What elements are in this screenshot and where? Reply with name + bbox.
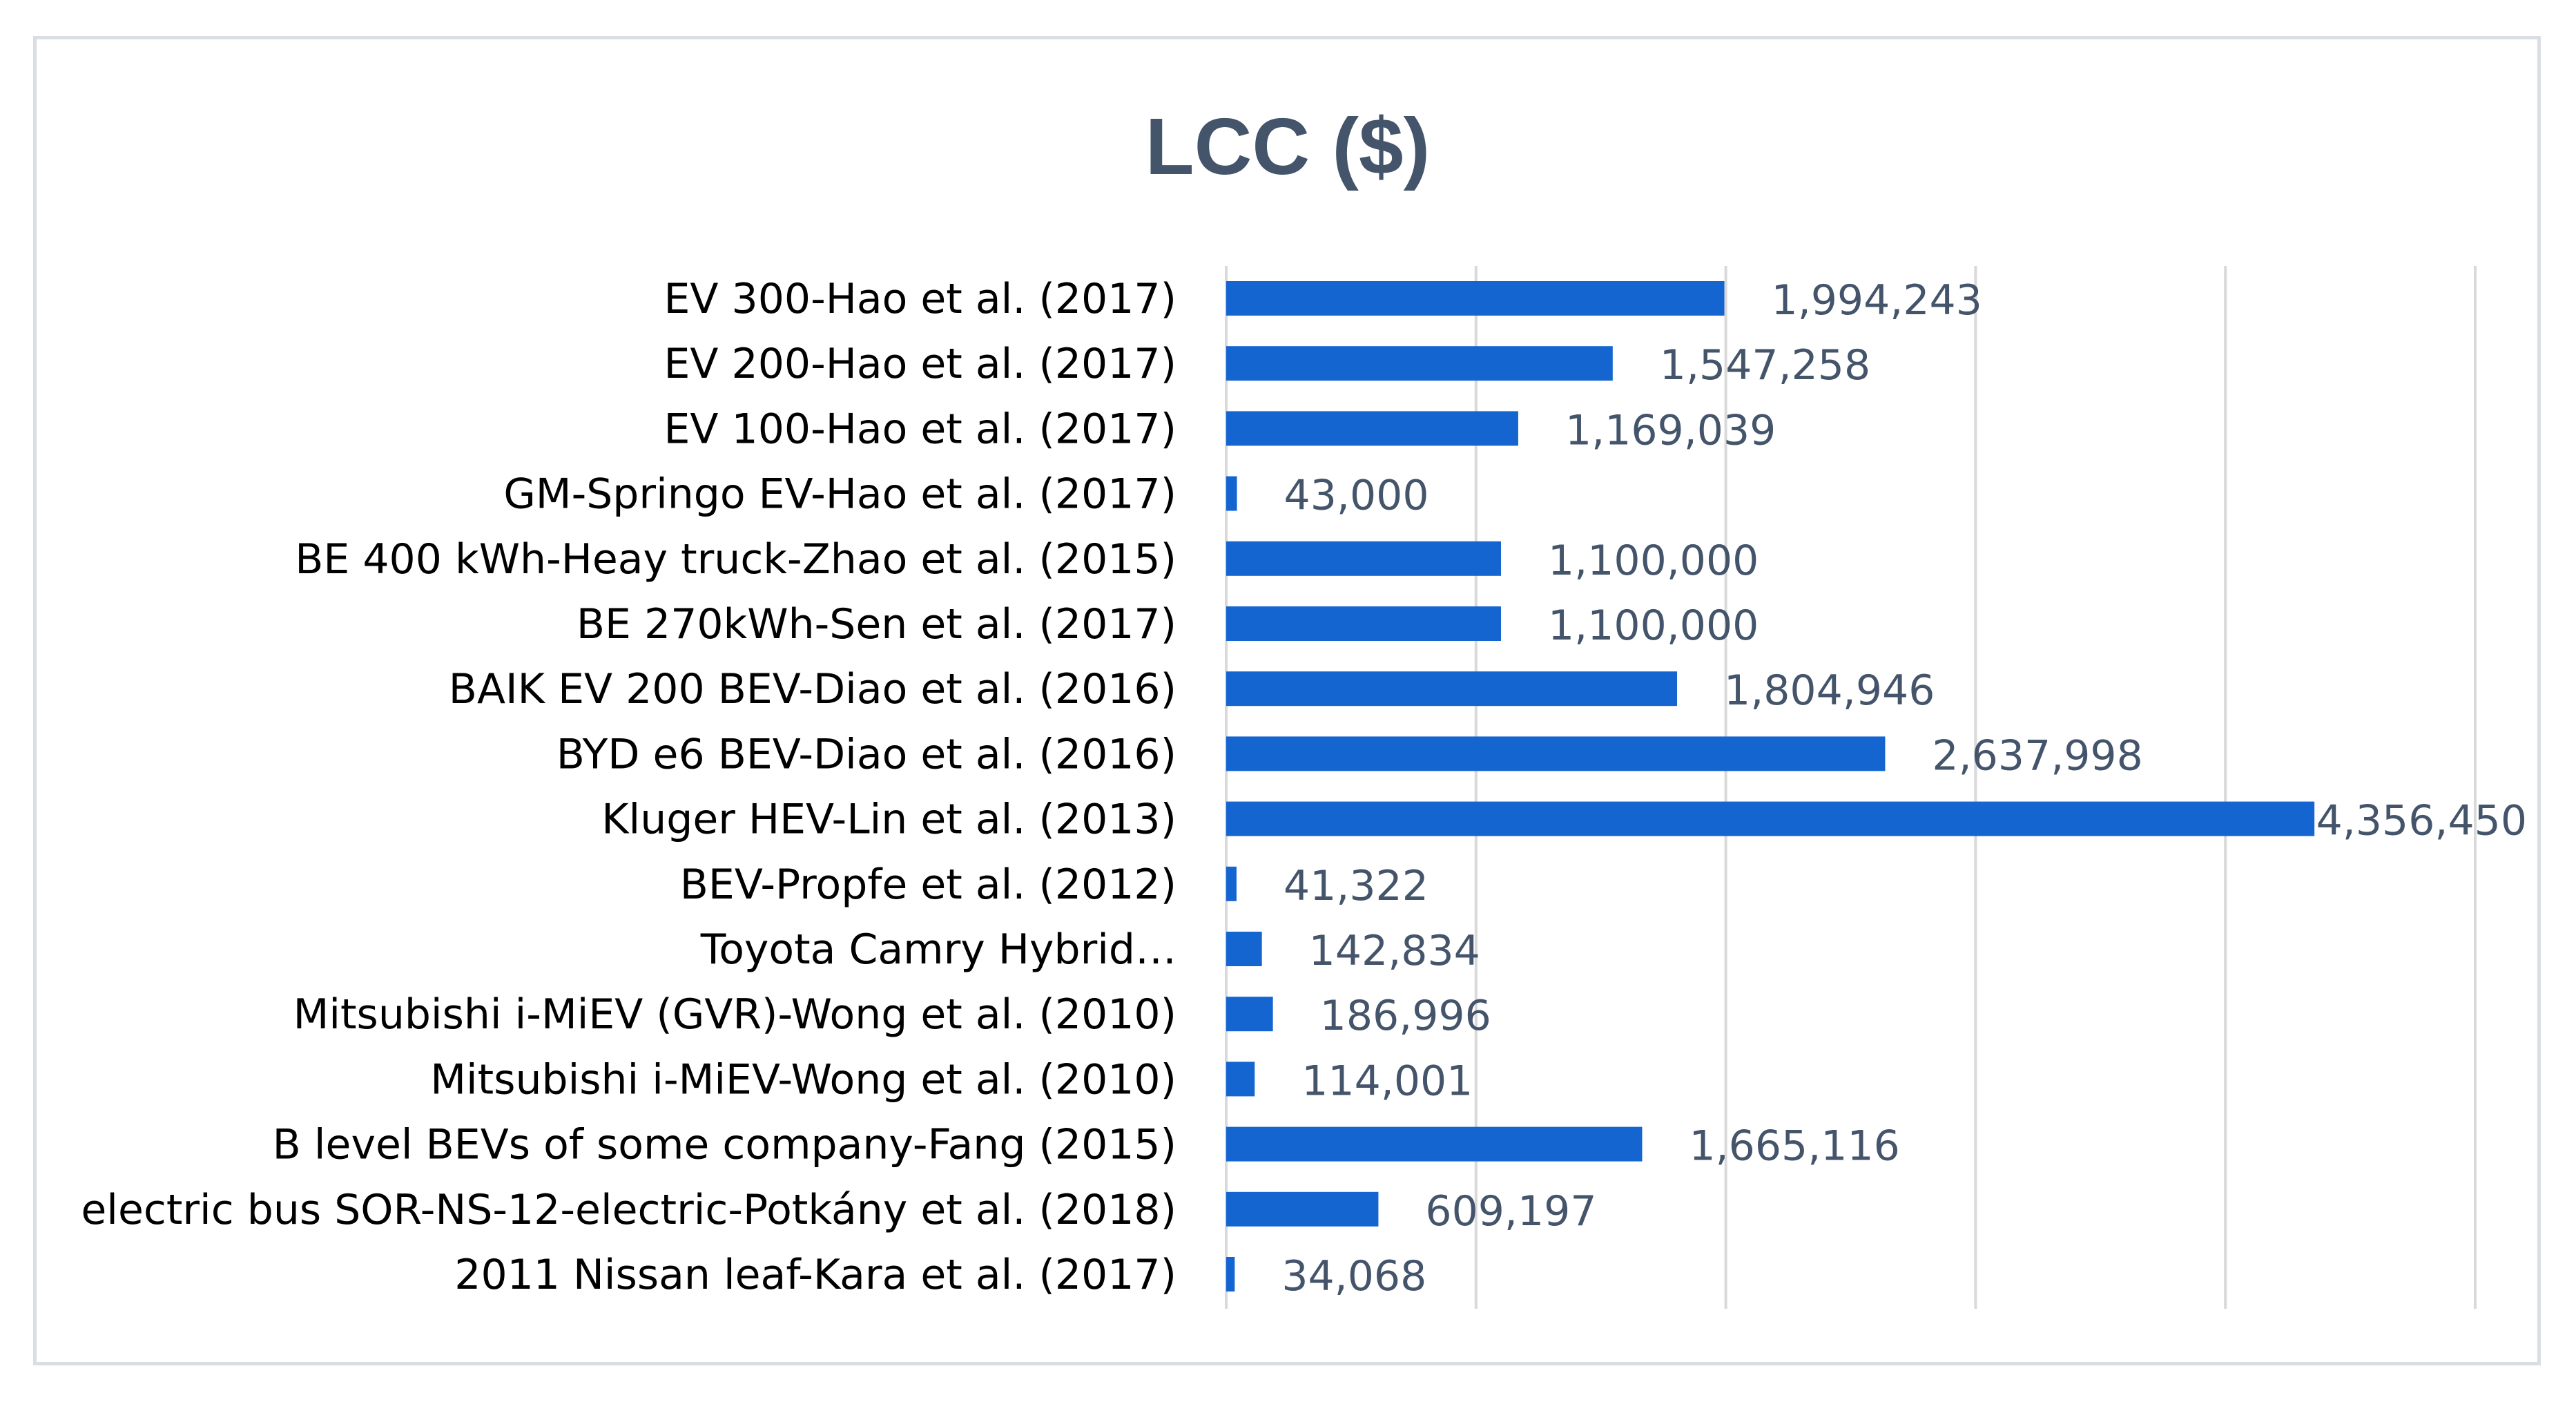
bar (1226, 1257, 1235, 1291)
category-label: BAIK EV 200 BEV-Diao et al. (2016) (449, 665, 1176, 713)
bar (1226, 932, 1262, 966)
data-label: 1,665,116 (1689, 1122, 1899, 1171)
category-label: GM-Springo EV-Hao et al. (2017) (503, 470, 1176, 519)
data-label: 41,322 (1284, 862, 1429, 910)
bar (1226, 801, 2315, 836)
category-label: BEV-Propfe et al. (2012) (680, 861, 1176, 909)
bar (1226, 541, 1501, 576)
data-label: 1,994,243 (1772, 276, 1982, 325)
data-label: 43,000 (1284, 472, 1429, 520)
bar (1226, 606, 1501, 641)
data-label: 1,100,000 (1548, 537, 1759, 585)
bar (1226, 671, 1678, 707)
data-label: 142,834 (1309, 927, 1480, 975)
data-label: 186,996 (1320, 992, 1491, 1040)
data-label: 4,356,450 (2316, 797, 2527, 845)
bar (1226, 1191, 1379, 1227)
bar (1226, 411, 1518, 446)
bar (1226, 281, 1725, 316)
bars (1226, 281, 2315, 1291)
bar (1226, 736, 1886, 771)
category-label: EV 200-Hao et al. (2017) (664, 340, 1176, 388)
data-label: 34,068 (1281, 1252, 1426, 1300)
category-label: electric bus SOR-NS-12-electric-Potkány … (81, 1186, 1176, 1234)
category-labels: EV 300-Hao et al. (2017) EV 200-Hao et al… (81, 275, 1176, 1299)
category-label: Kluger HEV-Lin et al. (2013) (601, 796, 1176, 844)
data-label: 114,001 (1301, 1057, 1473, 1105)
category-label: Mitsubishi i-MiEV-Wong et al. (2010) (430, 1055, 1176, 1104)
chart-title: LCC ($) (1145, 102, 1430, 191)
bar (1226, 866, 1237, 901)
bar (1226, 476, 1237, 511)
category-label: EV 300-Hao et al. (2017) (664, 275, 1176, 323)
bar (1226, 1062, 1255, 1097)
category-label: EV 100-Hao et al. (2017) (664, 405, 1176, 453)
bar (1226, 346, 1613, 381)
data-label: 1,804,946 (1724, 666, 1935, 715)
category-label: Mitsubishi i-MiEV (GVR)-Wong et al. (201… (293, 990, 1176, 1039)
category-label: BE 270kWh-Sen et al. (2017) (577, 600, 1176, 649)
category-label: 2011 Nissan leaf-Kara et al. (2017) (454, 1251, 1176, 1299)
data-label: 1,169,039 (1565, 406, 1776, 454)
data-label: 1,100,000 (1548, 602, 1759, 650)
bar (1226, 1126, 1643, 1162)
category-label: BE 400 kWh-Heay truck-Zhao et al. (2015) (295, 535, 1176, 584)
category-label: BYD e6 BEV-Diao et al. (2016) (556, 730, 1176, 778)
data-label: 2,637,998 (1932, 731, 2142, 780)
data-label: 1,547,258 (1660, 341, 1870, 390)
category-label: B level BEVs of some company-Fang (2015) (273, 1121, 1176, 1169)
bar (1226, 997, 1273, 1032)
data-labels: 1,994,243 1,547,258 1,169,039 43,000 1,100,0… (1281, 276, 2527, 1300)
data-label: 609,197 (1425, 1187, 1596, 1236)
category-label: Toyota Camry Hybrid… (700, 925, 1176, 974)
